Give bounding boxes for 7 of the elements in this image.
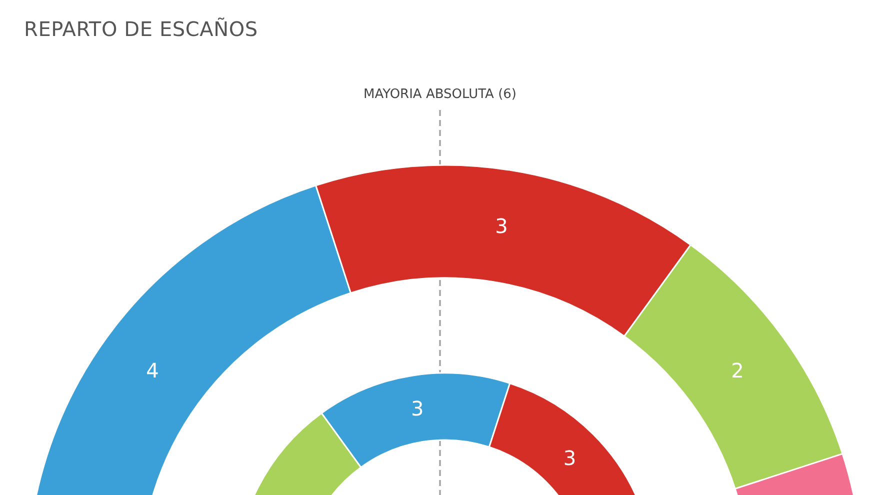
data-label: 4 — [146, 358, 159, 383]
text: MAYORIA ABSOLUTA (6) — [363, 87, 517, 102]
data-label: 2 — [731, 358, 744, 383]
data-label: 3 — [495, 214, 508, 238]
data-label: 3 — [411, 396, 424, 421]
data-label: 3 — [563, 446, 576, 470]
chart-title: REPARTO DE ESCAÑOS — [24, 17, 258, 41]
